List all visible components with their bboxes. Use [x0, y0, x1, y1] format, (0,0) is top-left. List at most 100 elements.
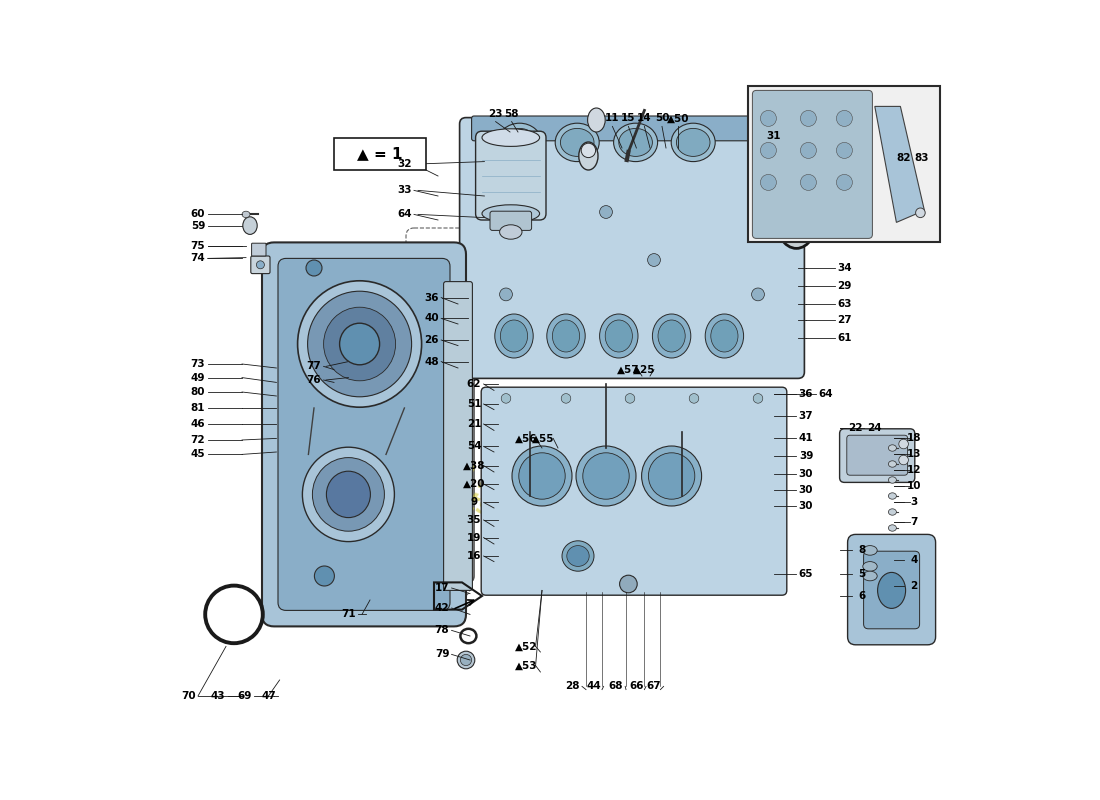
Ellipse shape [605, 320, 632, 352]
Text: 11: 11 [605, 114, 619, 123]
Text: 44: 44 [586, 682, 602, 691]
Bar [748, 86, 940, 242]
Text: ▲50: ▲50 [667, 114, 690, 123]
Text: 61: 61 [837, 333, 851, 342]
FancyBboxPatch shape [481, 387, 786, 595]
Text: ▲57: ▲57 [617, 365, 640, 374]
Ellipse shape [652, 314, 691, 358]
FancyBboxPatch shape [278, 258, 450, 610]
Text: 13: 13 [906, 450, 922, 459]
Ellipse shape [801, 142, 816, 158]
Text: 27: 27 [837, 315, 851, 325]
Ellipse shape [801, 110, 816, 126]
FancyBboxPatch shape [490, 211, 531, 230]
Text: 28: 28 [565, 682, 580, 691]
Ellipse shape [801, 174, 816, 190]
Ellipse shape [298, 281, 421, 407]
FancyBboxPatch shape [848, 534, 936, 645]
FancyBboxPatch shape [262, 242, 466, 626]
FancyBboxPatch shape [460, 118, 804, 378]
Ellipse shape [308, 291, 411, 397]
Ellipse shape [614, 123, 658, 162]
FancyBboxPatch shape [864, 551, 920, 629]
Ellipse shape [760, 142, 777, 158]
Ellipse shape [751, 154, 764, 166]
Text: 37: 37 [799, 411, 813, 421]
Text: 66: 66 [629, 682, 644, 691]
Ellipse shape [256, 261, 264, 269]
Text: 35: 35 [466, 515, 482, 525]
Text: 6: 6 [858, 591, 866, 601]
Text: 68: 68 [608, 682, 623, 691]
Text: 19: 19 [466, 533, 481, 542]
Text: 67: 67 [647, 682, 661, 691]
Polygon shape [874, 106, 924, 222]
Ellipse shape [641, 446, 702, 506]
Ellipse shape [323, 307, 396, 381]
Ellipse shape [705, 314, 744, 358]
Text: 9: 9 [471, 498, 477, 507]
Ellipse shape [500, 320, 528, 352]
Text: 3: 3 [911, 498, 917, 507]
Ellipse shape [503, 128, 537, 157]
Text: 69: 69 [238, 691, 252, 701]
Text: 82: 82 [896, 154, 911, 163]
Text: 16: 16 [466, 551, 482, 561]
Ellipse shape [899, 455, 909, 465]
Text: 17: 17 [434, 583, 449, 593]
Text: 48: 48 [425, 357, 439, 366]
Text: 21: 21 [466, 419, 482, 429]
Text: ▲53: ▲53 [515, 661, 537, 670]
FancyBboxPatch shape [475, 131, 546, 220]
Text: ▲56: ▲56 [515, 434, 537, 443]
Text: 78: 78 [434, 626, 449, 635]
Text: 79: 79 [434, 650, 449, 659]
Text: 43: 43 [211, 691, 226, 701]
Text: 10: 10 [906, 482, 922, 491]
Ellipse shape [315, 566, 334, 586]
Ellipse shape [862, 562, 877, 571]
Text: 64: 64 [818, 389, 834, 398]
Text: 54: 54 [466, 442, 482, 451]
Text: ▲55: ▲55 [532, 434, 554, 443]
Ellipse shape [502, 394, 510, 403]
Ellipse shape [482, 129, 540, 146]
Text: 42: 42 [434, 603, 449, 613]
Ellipse shape [676, 128, 710, 157]
Ellipse shape [581, 143, 595, 158]
Ellipse shape [760, 110, 777, 126]
Text: 29: 29 [837, 282, 851, 291]
Text: 22: 22 [848, 423, 862, 433]
FancyBboxPatch shape [752, 90, 872, 238]
Text: 63: 63 [837, 299, 851, 309]
Text: 81: 81 [190, 403, 206, 413]
Ellipse shape [340, 323, 379, 365]
Ellipse shape [889, 445, 896, 451]
Text: 77: 77 [307, 362, 321, 371]
Text: 12: 12 [906, 466, 922, 475]
FancyBboxPatch shape [472, 116, 780, 141]
Text: 32: 32 [397, 159, 411, 169]
Text: 23: 23 [488, 109, 503, 118]
Text: 5: 5 [858, 570, 866, 579]
Ellipse shape [600, 314, 638, 358]
Ellipse shape [711, 320, 738, 352]
Ellipse shape [499, 288, 513, 301]
Text: 18: 18 [906, 434, 922, 443]
Ellipse shape [556, 123, 600, 162]
Ellipse shape [889, 477, 896, 483]
Text: 76: 76 [307, 375, 321, 385]
Ellipse shape [836, 110, 852, 126]
Text: 47: 47 [261, 691, 276, 701]
Text: 50: 50 [654, 114, 669, 123]
Text: 8: 8 [858, 546, 866, 555]
Ellipse shape [619, 128, 652, 157]
Ellipse shape [836, 142, 852, 158]
Ellipse shape [690, 394, 698, 403]
Text: ▲38: ▲38 [463, 461, 485, 470]
Text: 73: 73 [190, 359, 206, 369]
Ellipse shape [552, 320, 580, 352]
Ellipse shape [566, 546, 590, 566]
Ellipse shape [862, 546, 877, 555]
FancyBboxPatch shape [251, 256, 270, 274]
